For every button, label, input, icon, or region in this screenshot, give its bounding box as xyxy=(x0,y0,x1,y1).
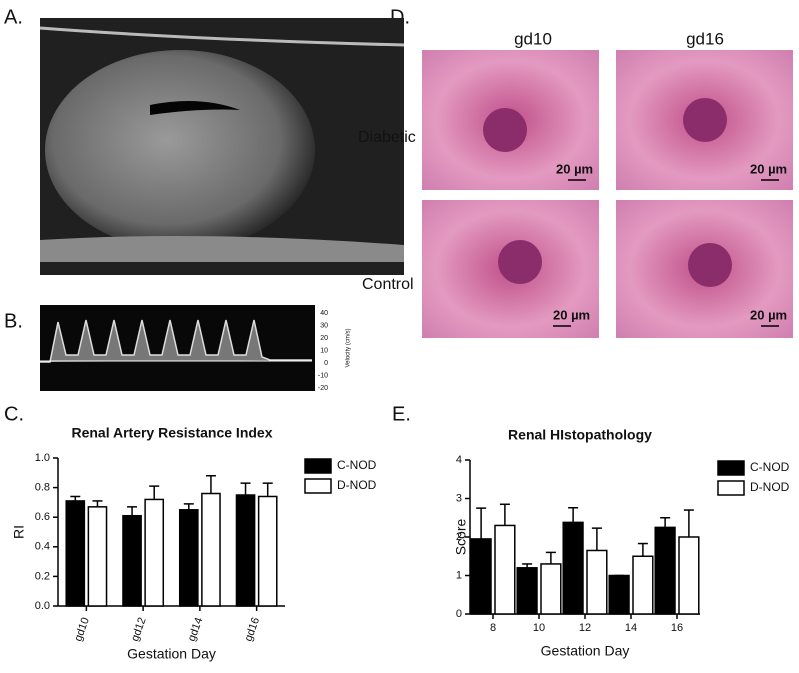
x-tick-label: 12 xyxy=(579,622,591,634)
y-tick-label: 2 xyxy=(456,531,462,543)
legend-swatch xyxy=(304,478,332,494)
scale-bar-label: 20 µm xyxy=(553,307,590,322)
column-label: gd10 xyxy=(514,29,552,48)
doppler-tick-label: 10 xyxy=(320,347,328,354)
legend-label: D-NOD xyxy=(750,480,790,494)
x-tick-label: 14 xyxy=(625,622,637,634)
scale-bar-label: 20 µm xyxy=(750,307,787,322)
y-tick-label: 0.4 xyxy=(35,541,50,553)
legend-swatch xyxy=(717,480,745,496)
doppler-tick-label: 0 xyxy=(324,360,328,367)
y-axis-label: RI xyxy=(11,525,27,539)
row-label: Control xyxy=(362,276,414,293)
doppler-tick-label: 20 xyxy=(320,335,328,342)
x-axis-label: Gestation Day xyxy=(127,646,216,662)
bar xyxy=(586,549,608,615)
y-axis-label: Score xyxy=(453,519,469,556)
legend-label: C-NOD xyxy=(750,460,790,474)
y-tick-label: 1.0 xyxy=(35,452,50,464)
bar xyxy=(87,506,108,607)
panel-label: A. xyxy=(4,6,23,28)
scale-bar-label: 20 µm xyxy=(750,161,787,176)
bar xyxy=(562,521,584,615)
bar xyxy=(65,500,86,607)
doppler-tick-label: 40 xyxy=(320,310,328,317)
bar xyxy=(494,524,516,615)
legend-swatch xyxy=(304,458,332,474)
panel-label: C. xyxy=(4,403,24,425)
bar xyxy=(257,495,278,607)
bar xyxy=(632,555,654,615)
x-axis-label: Gestation Day xyxy=(541,643,630,659)
bar xyxy=(516,567,538,615)
y-tick-label: 4 xyxy=(456,454,462,466)
scale-bar-label: 20 µm xyxy=(556,161,593,176)
panel-label: E. xyxy=(392,403,411,425)
y-tick-label: 0.6 xyxy=(35,511,50,523)
y-tick-label: 1 xyxy=(456,569,462,581)
x-tick-label: gd16 xyxy=(243,616,263,643)
histology-images xyxy=(422,50,793,338)
column-label: gd16 xyxy=(686,29,724,48)
doppler-image xyxy=(40,305,315,391)
y-tick-label: 0.0 xyxy=(35,600,50,612)
bar xyxy=(144,498,165,607)
legend-swatch xyxy=(717,460,745,476)
y-tick-label: 0.2 xyxy=(35,570,50,582)
x-tick-label: 16 xyxy=(671,622,683,634)
axis-label: Velocity (cm/s) xyxy=(346,328,352,367)
bar xyxy=(201,492,221,607)
doppler-tick-label: -20 xyxy=(318,385,328,392)
x-tick-label: gd12 xyxy=(129,616,149,643)
bar xyxy=(122,514,142,607)
row-label: Diabetic xyxy=(358,129,416,146)
bar xyxy=(178,509,199,607)
doppler-tick-label: -10 xyxy=(318,372,328,379)
legend-label: D-NOD xyxy=(337,478,377,492)
bar xyxy=(608,574,630,615)
ultrasound-image xyxy=(39,18,405,275)
bar xyxy=(540,563,562,615)
doppler-axis: Velocity (cm/s) xyxy=(346,328,352,367)
x-tick-label: gd14 xyxy=(186,616,206,643)
y-tick-label: 0.8 xyxy=(35,482,50,494)
legend-label: C-NOD xyxy=(337,458,377,472)
bar xyxy=(470,538,492,615)
y-tick-label: 3 xyxy=(456,492,462,504)
y-tick-label: 0 xyxy=(456,608,462,620)
doppler-tick-label: 30 xyxy=(320,322,328,329)
chart-title: Renal HIstopathology xyxy=(508,427,652,443)
bar xyxy=(654,526,676,615)
bar xyxy=(678,536,700,615)
x-tick-label: 8 xyxy=(490,622,496,634)
chart-title: Renal Artery Resistance Index xyxy=(71,425,272,441)
x-tick-label: 10 xyxy=(533,622,545,634)
x-tick-label: gd10 xyxy=(72,616,92,643)
bar xyxy=(235,494,256,607)
panel-label: B. xyxy=(4,310,23,332)
